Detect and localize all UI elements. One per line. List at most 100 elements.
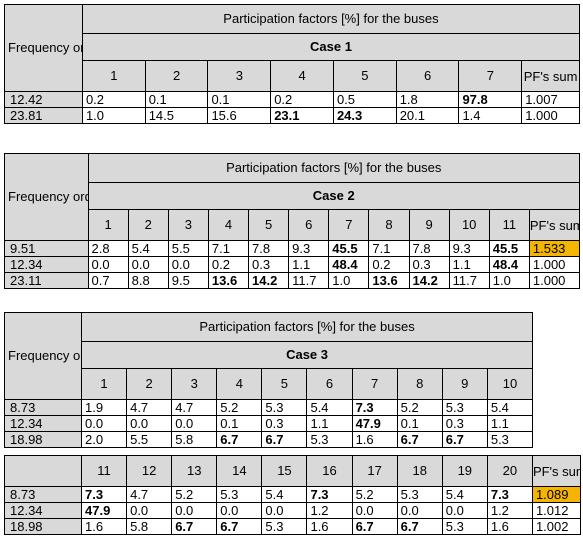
participation-value-cell: 97.8 <box>458 91 523 108</box>
case-3-table-part-1: Frequency order [-]Participation factors… <box>4 312 534 448</box>
bus-number-header: 10 <box>486 368 534 400</box>
participation-value-cell: 1.6 <box>486 518 533 535</box>
bus-number-header: 1 <box>81 60 146 92</box>
participation-value-cell: 8.8 <box>127 272 169 289</box>
bus-number-header: 11 <box>80 455 128 487</box>
bus-number-header: 4 <box>207 209 250 241</box>
frequency-cell: 12.42 <box>4 91 83 108</box>
participation-value-cell: 1.2 <box>306 502 353 519</box>
participation-value-cell: 0.0 <box>351 502 398 519</box>
table-row: 12.42 0.2 0.1 0.1 0.2 0.5 1.8 97.8 1.007 <box>4 91 580 108</box>
participation-value-cell: 1.1 <box>486 415 534 432</box>
participation-value-cell: 1.1 <box>448 256 490 273</box>
participation-value-cell: 1.0 <box>488 272 530 289</box>
participation-value-cell: 0.3 <box>261 415 308 432</box>
bus-number-header: 8 <box>368 209 410 241</box>
participation-value-cell: 5.3 <box>261 518 308 535</box>
participation-value-cell: 13.6 <box>368 272 410 289</box>
participation-value-cell: 0.0 <box>126 502 173 519</box>
participation-value-cell: 1.2 <box>486 502 533 519</box>
participation-value-cell: 6.7 <box>171 518 218 535</box>
bus-number-header: 3 <box>167 209 209 241</box>
frequency-cell: 9.51 <box>4 240 89 257</box>
participation-value-cell: 0.2 <box>368 256 410 273</box>
participation-value-cell: 5.3 <box>306 431 353 448</box>
pf-sum-header: PF's sum <box>521 60 580 92</box>
bus-number-header: 6 <box>306 368 353 400</box>
frequency-cell: 23.81 <box>4 107 83 124</box>
case-2-table: Frequency order [-]Participation factors… <box>4 153 581 289</box>
participation-value-cell: 5.2 <box>351 486 398 503</box>
table-row: 12.34 0.0 0.0 0.0 0.2 0.3 1.1 48.4 0.2 0.3 1.1 48.4… <box>4 256 581 273</box>
pf-sum-cell: 1.533 <box>528 240 581 257</box>
participation-value-cell: 9.3 <box>288 240 330 257</box>
frequency-cell: 8.73 <box>4 486 82 503</box>
participation-value-cell: 5.2 <box>216 399 263 416</box>
participation-value-cell: 0.5 <box>332 91 397 108</box>
participation-value-cell: 7.8 <box>408 240 450 257</box>
participation-value-cell: 6.7 <box>216 518 263 535</box>
participation-value-cell: 9.3 <box>448 240 490 257</box>
blank-header-cell <box>4 455 82 487</box>
table-row: 23.81 1.0 14.5 15.6 23.1 24.3 20.1 1.4 1.000 <box>4 107 580 124</box>
participation-value-cell: 14.2 <box>247 272 290 289</box>
bus-number-header: 5 <box>261 368 308 400</box>
participation-value-cell: 0.0 <box>441 502 488 519</box>
participation-value-cell: 1.6 <box>80 518 128 535</box>
participation-value-cell: 48.4 <box>328 256 370 273</box>
participation-value-cell: 5.5 <box>167 240 209 257</box>
participation-value-cell: 0.3 <box>441 415 488 432</box>
pf-sum-cell: 1.012 <box>531 502 581 519</box>
pf-sum-cell: 1.000 <box>528 272 581 289</box>
frequency-cell: 8.73 <box>4 399 82 416</box>
participation-value-cell: 0.0 <box>216 502 263 519</box>
bus-number-header: 4 <box>216 368 263 400</box>
bus-number-header: 19 <box>441 455 488 487</box>
participation-value-cell: 0.0 <box>396 502 443 519</box>
participation-value-cell: 1.4 <box>458 107 523 124</box>
frequency-order-header: Frequency order [-] <box>4 312 82 400</box>
bus-number-header: 8 <box>396 368 443 400</box>
participation-value-cell: 45.5 <box>488 240 530 257</box>
participation-value-cell: 11.7 <box>288 272 330 289</box>
participation-value-cell: 0.1 <box>396 415 443 432</box>
bus-number-header: 3 <box>207 60 272 92</box>
bus-number-header: 9 <box>408 209 450 241</box>
participation-value-cell: 0.0 <box>80 415 128 432</box>
participation-value-cell: 6.7 <box>396 431 443 448</box>
participation-value-cell: 13.6 <box>207 272 250 289</box>
participation-value-cell: 7.3 <box>351 399 398 416</box>
pf-sum-header: PF's sum <box>528 209 581 241</box>
case-label: Case 2 <box>87 182 580 210</box>
bus-number-header: 5 <box>332 60 397 92</box>
participation-value-cell: 7.1 <box>368 240 410 257</box>
bus-number-header: 5 <box>247 209 290 241</box>
pf-sum-header: PF's sum <box>531 455 581 487</box>
table-row: 8.73 1.9 4.7 4.7 5.2 5.3 5.4 7.3 5.2 5.3 5.4 <box>4 399 534 416</box>
participation-factors-title: Participation factors [%] for the buses <box>87 153 580 183</box>
participation-value-cell: 0.1 <box>144 91 209 108</box>
frequency-order-header: Frequency order [-] <box>4 4 83 92</box>
participation-value-cell: 0.2 <box>207 256 250 273</box>
participation-value-cell: 14.2 <box>408 272 450 289</box>
participation-value-cell: 14.5 <box>144 107 209 124</box>
participation-value-cell: 6.7 <box>261 431 308 448</box>
participation-value-cell: 5.4 <box>306 399 353 416</box>
participation-value-cell: 1.6 <box>351 431 398 448</box>
participation-value-cell: 48.4 <box>488 256 530 273</box>
bus-number-header: 10 <box>448 209 490 241</box>
bus-number-header: 7 <box>351 368 398 400</box>
participation-value-cell: 0.0 <box>127 256 169 273</box>
participation-value-cell: 0.0 <box>171 415 218 432</box>
participation-value-cell: 47.9 <box>80 502 128 519</box>
frequency-cell: 18.98 <box>4 518 82 535</box>
pf-sum-cell: 1.089 <box>531 486 581 503</box>
bus-number-header: 6 <box>288 209 330 241</box>
participation-value-cell: 5.4 <box>127 240 169 257</box>
case-label: Case 3 <box>80 341 534 369</box>
participation-value-cell: 1.1 <box>288 256 330 273</box>
table-row: 12.34 47.9 0.0 0.0 0.0 0.0 1.2 0.0 0.0 0.0 1.2 1.01… <box>4 502 581 519</box>
participation-value-cell: 1.0 <box>81 107 146 124</box>
bus-number-header: 1 <box>80 368 128 400</box>
